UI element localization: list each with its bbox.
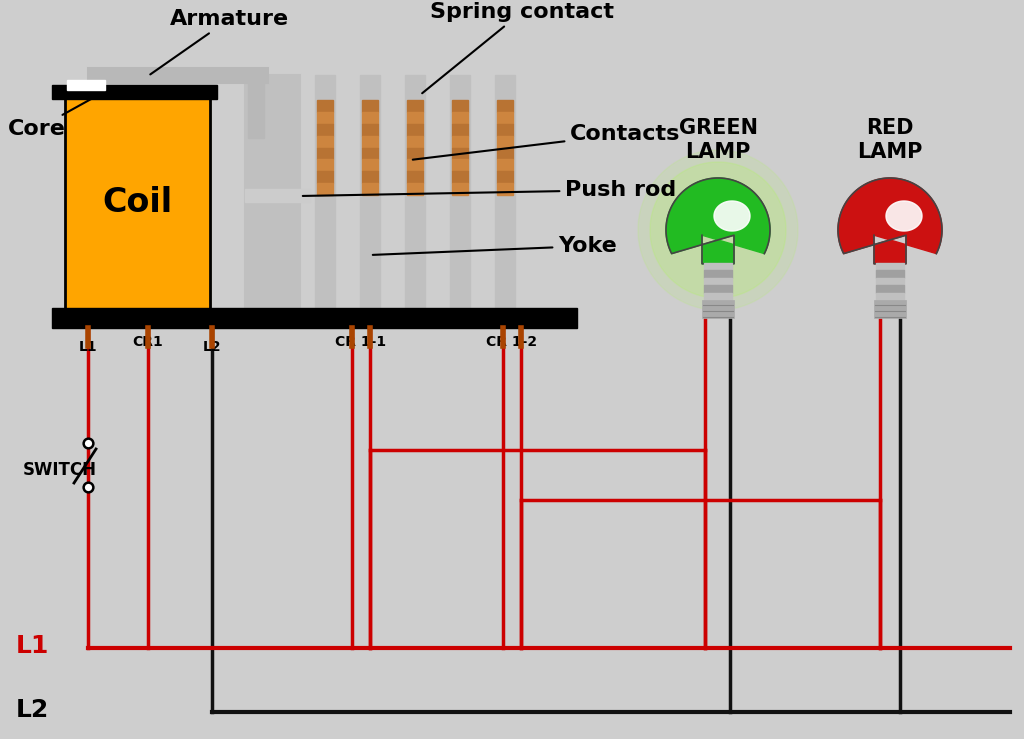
Bar	[452, 112, 468, 123]
Bar	[407, 100, 423, 112]
Bar	[362, 112, 378, 123]
Bar	[705, 285, 732, 293]
Bar	[705, 293, 732, 300]
Text: L2: L2	[16, 698, 49, 722]
Bar	[362, 100, 378, 112]
Bar	[52, 85, 217, 99]
Bar	[407, 136, 423, 148]
Text: SWITCH: SWITCH	[23, 461, 97, 479]
Bar	[452, 136, 468, 148]
Text: Push rod: Push rod	[303, 180, 676, 200]
Bar	[317, 183, 333, 195]
Bar	[315, 75, 335, 310]
Polygon shape	[650, 162, 786, 298]
Bar	[452, 123, 468, 136]
Text: GREEN
LAMP: GREEN LAMP	[679, 118, 758, 162]
Bar	[497, 160, 513, 171]
Text: RED
LAMP: RED LAMP	[857, 118, 923, 162]
Bar	[362, 160, 378, 171]
Bar	[248, 83, 264, 138]
Bar	[362, 171, 378, 183]
Bar	[702, 300, 734, 318]
Bar	[705, 263, 732, 270]
Bar	[876, 278, 904, 285]
Bar	[876, 263, 904, 270]
Bar	[362, 148, 378, 160]
Bar	[360, 75, 380, 310]
Bar	[497, 123, 513, 136]
Bar	[407, 171, 423, 183]
Bar	[245, 75, 300, 310]
Text: Spring contact: Spring contact	[422, 2, 614, 93]
Bar	[407, 148, 423, 160]
Text: Coil: Coil	[102, 186, 173, 219]
Bar	[705, 278, 732, 285]
Polygon shape	[666, 178, 770, 264]
Bar	[88, 68, 268, 83]
Bar	[452, 148, 468, 160]
Bar	[874, 300, 906, 318]
Polygon shape	[838, 178, 942, 264]
Bar	[452, 100, 468, 112]
Text: CR1: CR1	[133, 335, 164, 349]
Bar	[317, 123, 333, 136]
Bar	[362, 123, 378, 136]
Bar	[317, 148, 333, 160]
Text: CR 1-2: CR 1-2	[486, 335, 538, 349]
Bar	[317, 100, 333, 112]
Bar	[65, 95, 210, 310]
Bar	[495, 75, 515, 310]
Bar	[497, 136, 513, 148]
Polygon shape	[638, 150, 798, 310]
Bar	[407, 112, 423, 123]
Bar	[65, 95, 210, 310]
Polygon shape	[886, 201, 922, 231]
Bar	[317, 160, 333, 171]
Text: Armature: Armature	[151, 9, 289, 75]
Text: Core: Core	[8, 95, 99, 139]
Bar	[317, 112, 333, 123]
Bar	[407, 123, 423, 136]
Bar	[452, 160, 468, 171]
Bar	[876, 285, 904, 293]
Bar	[450, 75, 470, 310]
Bar	[407, 160, 423, 171]
Text: L2: L2	[203, 340, 221, 354]
Bar	[407, 183, 423, 195]
Text: L1: L1	[16, 634, 49, 658]
Bar	[245, 189, 310, 202]
Bar	[362, 183, 378, 195]
Bar	[317, 171, 333, 183]
Polygon shape	[714, 201, 750, 231]
Text: Contacts: Contacts	[413, 124, 680, 160]
Bar	[497, 112, 513, 123]
Bar	[705, 270, 732, 278]
Bar	[317, 136, 333, 148]
Text: L1: L1	[79, 340, 97, 354]
Bar	[52, 308, 577, 328]
Bar	[497, 171, 513, 183]
Bar	[452, 171, 468, 183]
Bar	[876, 270, 904, 278]
Bar	[497, 100, 513, 112]
Bar	[876, 293, 904, 300]
Bar	[362, 136, 378, 148]
Text: CR 1-1: CR 1-1	[336, 335, 387, 349]
Bar	[497, 148, 513, 160]
Bar	[67, 80, 105, 90]
Bar	[452, 183, 468, 195]
Bar	[497, 183, 513, 195]
Bar	[406, 75, 425, 310]
Text: Yoke: Yoke	[373, 236, 616, 256]
